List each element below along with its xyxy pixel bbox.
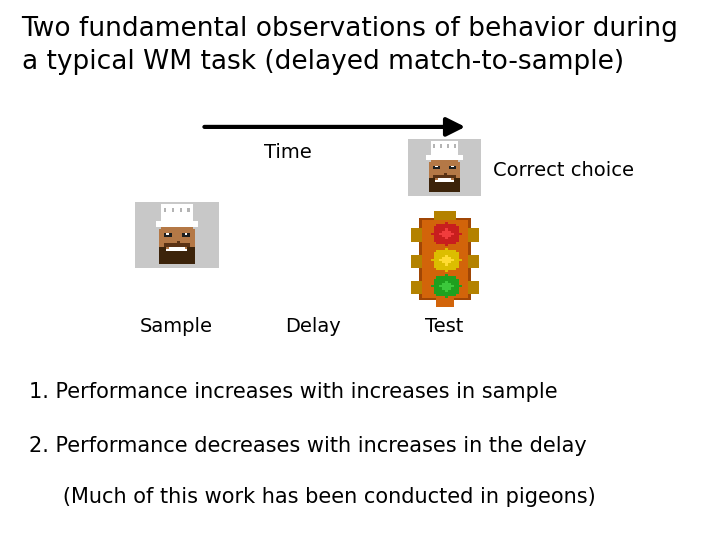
Text: 1. Performance increases with increases in sample: 1. Performance increases with increases … (29, 381, 557, 402)
Text: Two fundamental observations of behavior during
a typical WM task (delayed match: Two fundamental observations of behavior… (22, 16, 678, 75)
Text: Sample: Sample (140, 317, 213, 336)
Text: Time: Time (264, 143, 312, 162)
FancyBboxPatch shape (138, 204, 215, 266)
Text: (Much of this work has been conducted in pigeons): (Much of this work has been conducted in… (43, 487, 596, 507)
Text: Correct choice: Correct choice (493, 160, 634, 180)
FancyBboxPatch shape (411, 141, 477, 194)
Text: Test: Test (425, 317, 464, 336)
Text: 2. Performance decreases with increases in the delay: 2. Performance decreases with increases … (29, 435, 587, 456)
Text: Delay: Delay (285, 317, 341, 336)
